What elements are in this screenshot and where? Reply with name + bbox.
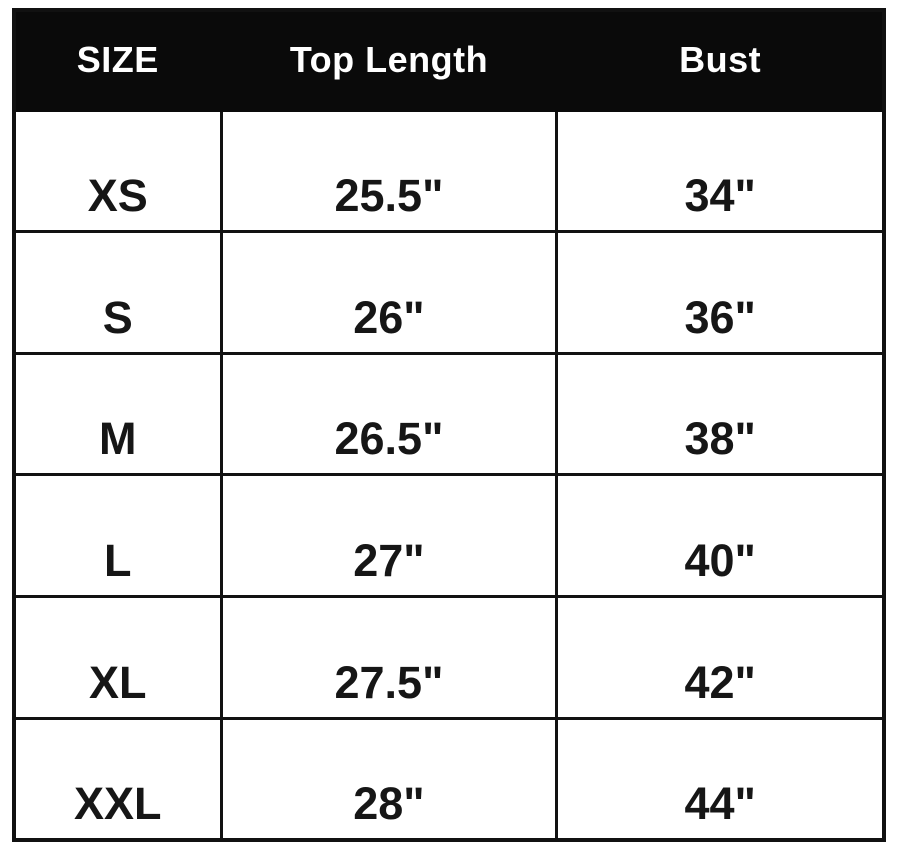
bust-cell: 42" bbox=[555, 595, 886, 720]
size-chart-body: XS 25.5" 34" S 26" 36" M 26.5" 38" L 27" bbox=[12, 108, 886, 842]
size-chart-table: SIZE Top Length Bust XS 25.5" 34" S 26" … bbox=[12, 8, 886, 842]
bust-cell: 34" bbox=[555, 108, 886, 234]
table-row-l: L 27" 40" bbox=[12, 473, 886, 599]
size-chart-header: SIZE Top Length Bust bbox=[12, 8, 886, 112]
top-length-cell: 26.5" bbox=[219, 351, 559, 477]
table-row-xs: XS 25.5" 34" bbox=[12, 108, 886, 234]
table-row-s: S 26" 36" bbox=[12, 230, 886, 355]
size-cell: XS bbox=[12, 108, 223, 234]
bust-cell: 40" bbox=[555, 473, 886, 599]
column-header-size: SIZE bbox=[12, 8, 223, 112]
top-length-cell: 27" bbox=[219, 473, 559, 599]
top-length-cell: 28" bbox=[219, 716, 559, 842]
size-cell: M bbox=[12, 351, 223, 477]
bust-cell: 36" bbox=[555, 230, 886, 355]
table-row-xxl: XXL 28" 44" bbox=[12, 716, 886, 842]
size-chart-container: SIZE Top Length Bust XS 25.5" 34" S 26" … bbox=[12, 8, 886, 842]
size-cell: L bbox=[12, 473, 223, 599]
column-header-bust: Bust bbox=[555, 8, 886, 112]
top-length-cell: 26" bbox=[219, 230, 559, 355]
top-length-cell: 27.5" bbox=[219, 595, 559, 720]
bust-cell: 38" bbox=[555, 351, 886, 477]
column-header-top-length: Top Length bbox=[219, 8, 559, 112]
bust-cell: 44" bbox=[555, 716, 886, 842]
header-row: SIZE Top Length Bust bbox=[12, 8, 886, 112]
table-row-xl: XL 27.5" 42" bbox=[12, 595, 886, 720]
size-cell: XL bbox=[12, 595, 223, 720]
size-cell: S bbox=[12, 230, 223, 355]
table-row-m: M 26.5" 38" bbox=[12, 351, 886, 477]
size-cell: XXL bbox=[12, 716, 223, 842]
top-length-cell: 25.5" bbox=[219, 108, 559, 234]
